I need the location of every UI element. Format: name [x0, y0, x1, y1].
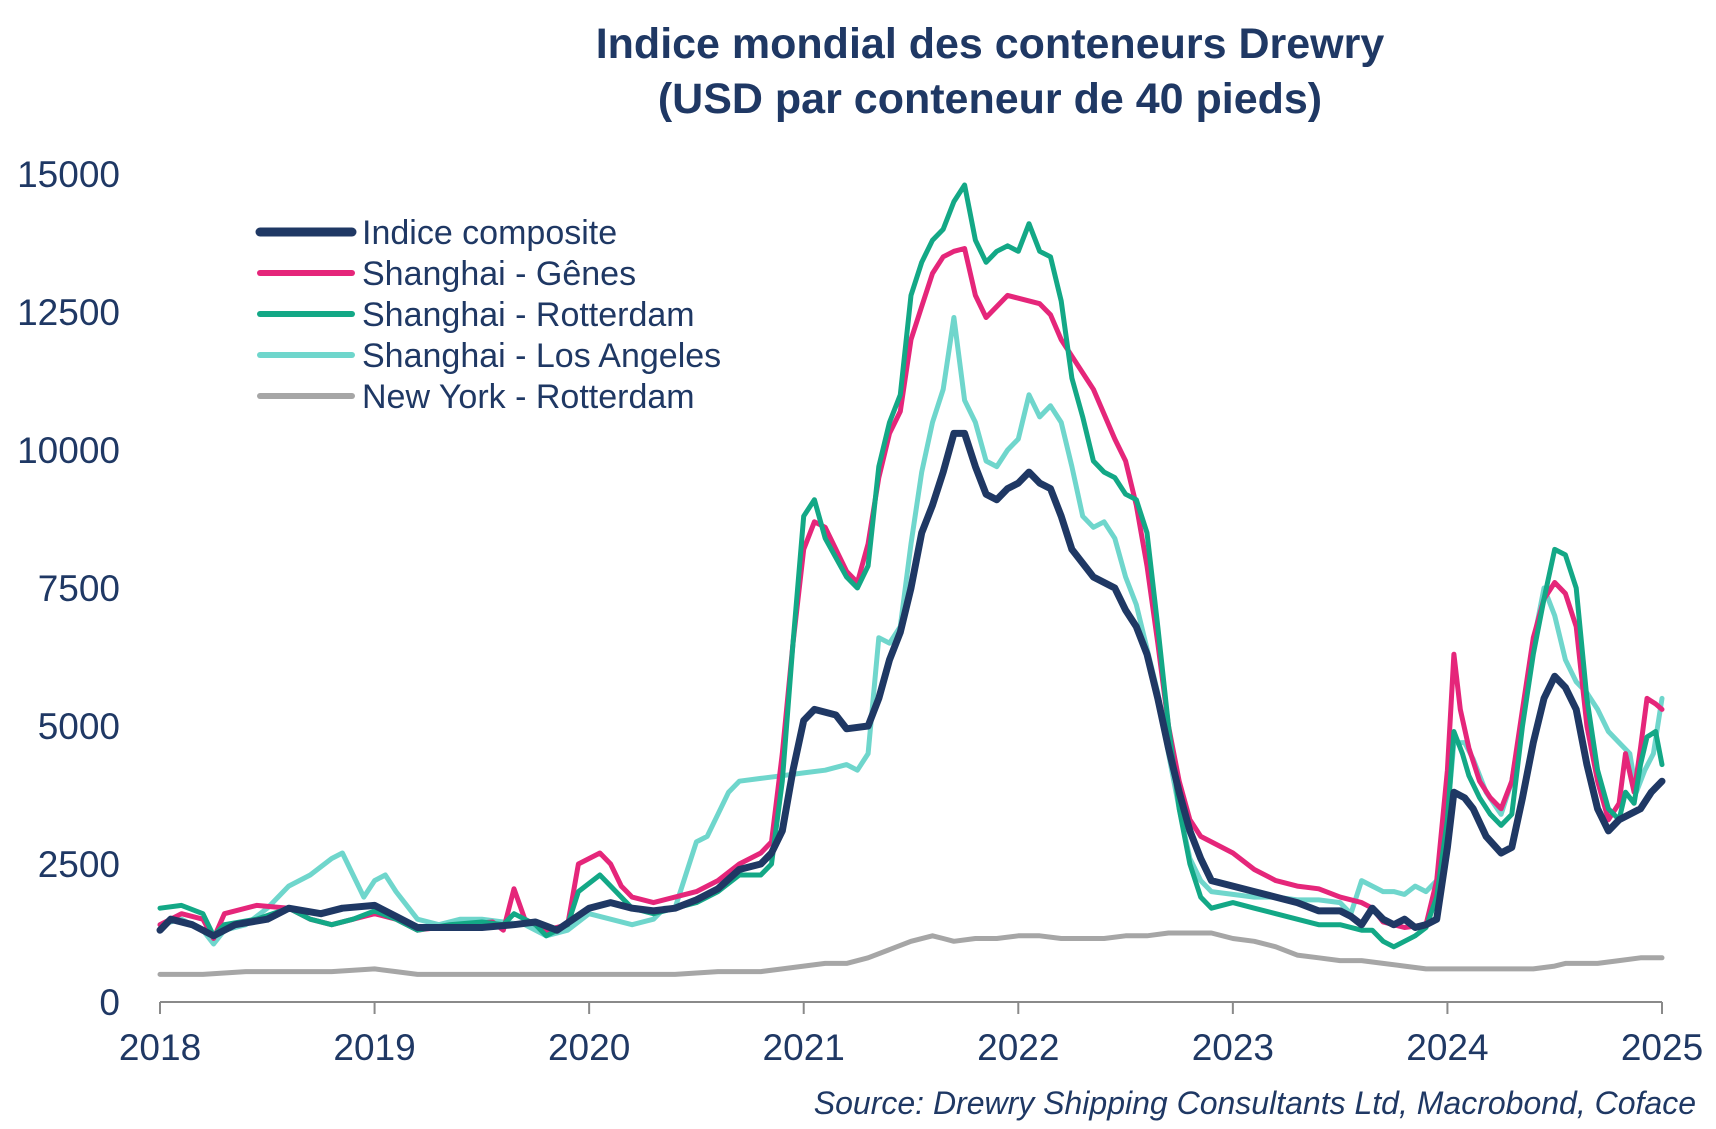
chart-title: Indice mondial des conteneurs Drewry	[596, 20, 1385, 68]
y-tick-label: 7500	[38, 568, 120, 609]
x-tick-label: 2024	[1406, 1027, 1488, 1068]
x-tick-label: 2025	[1621, 1027, 1703, 1068]
y-tick-label: 10000	[17, 430, 120, 471]
x-tick-label: 2023	[1192, 1027, 1274, 1068]
x-tick-label: 2018	[119, 1027, 201, 1068]
series-line-4	[157, 930, 1665, 977]
series-layer	[156, 182, 1666, 977]
legend-label: Shanghai - Gênes	[362, 255, 636, 293]
series-line-0	[156, 429, 1666, 940]
x-tick-label: 2020	[548, 1027, 630, 1068]
y-tick-label: 5000	[38, 706, 120, 747]
source-note: Source: Drewry Shipping Consultants Ltd,…	[814, 1085, 1696, 1121]
x-tick-label: 2019	[333, 1027, 415, 1068]
legend-label: Shanghai - Rotterdam	[362, 296, 695, 334]
series-line-2	[157, 182, 1665, 950]
y-tick-label: 2500	[38, 844, 120, 885]
legend-label: New York - Rotterdam	[362, 378, 695, 416]
legend-label: Indice composite	[362, 214, 617, 252]
y-axis: 0 2500 5000 7500 10000 12500 15000	[17, 154, 120, 1023]
y-tick-label: 12500	[17, 292, 120, 333]
y-tick-label: 15000	[17, 154, 120, 195]
y-tick-label: 0	[99, 982, 120, 1023]
x-axis: 2018 2019 2020 2021 2022 2023 2024 2025	[119, 1001, 1703, 1068]
legend-label: Shanghai - Los Angeles	[362, 337, 721, 375]
chart-subtitle: (USD par conteneur de 40 pieds)	[658, 75, 1322, 123]
x-tick-label: 2022	[977, 1027, 1059, 1068]
x-tick-label: 2021	[763, 1027, 845, 1068]
